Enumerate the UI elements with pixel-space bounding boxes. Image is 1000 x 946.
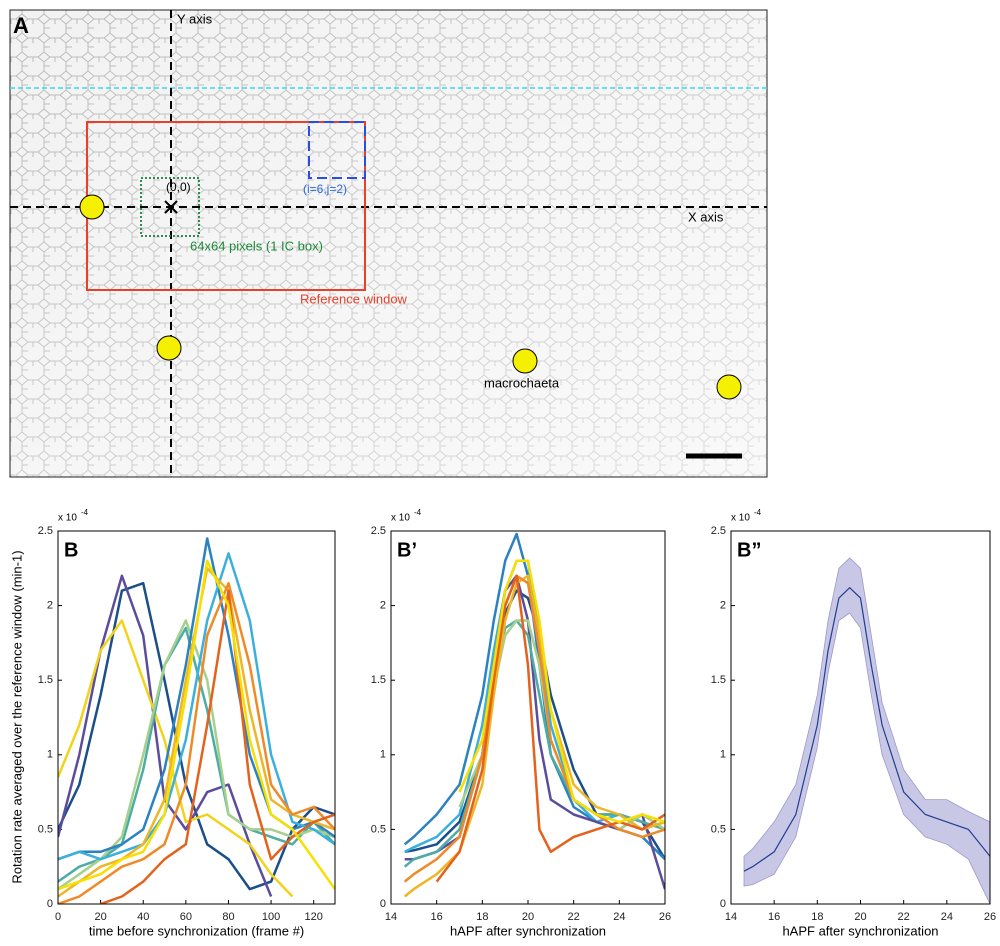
- x-tick-label: 18: [811, 911, 823, 923]
- panel-a: A Y axis X axis (0,0) (i=6,j=2) 64x64 pi…: [9, 9, 768, 478]
- y-tick-label: 2.5: [371, 525, 386, 537]
- y-tick-label: 1: [720, 749, 726, 761]
- x-tick-label: 120: [305, 911, 323, 923]
- macrochaeta-dot: [716, 374, 742, 400]
- series-line: [58, 619, 335, 891]
- x-tick-label: 80: [222, 911, 234, 923]
- y-multiplier-exponent: -4: [754, 508, 762, 517]
- x-tick-label: 20: [522, 911, 534, 923]
- plot-frame: [390, 530, 666, 905]
- ic-box-example: [308, 121, 366, 179]
- x-tick-label: 16: [768, 911, 780, 923]
- y-tick-label: 0: [380, 898, 386, 910]
- origin-label: (0,0): [166, 180, 191, 194]
- y-multiplier: x 10: [731, 513, 750, 524]
- series-line: [58, 567, 335, 898]
- panel-label: B”: [737, 539, 761, 561]
- x-axis-title: time before synchronization (frame #): [89, 923, 304, 938]
- panel-label: B: [64, 539, 78, 561]
- y-tick-label: 2: [720, 600, 726, 612]
- y-tick-label: 2: [47, 600, 53, 612]
- x-tick-label: 14: [725, 911, 737, 923]
- x-tick-label: 20: [854, 911, 866, 923]
- y-tick-label: 2.5: [38, 525, 53, 537]
- macrochaeta-label: macrochaeta: [484, 375, 560, 390]
- x-tick-label: 16: [431, 911, 443, 923]
- plot-area: [743, 557, 990, 904]
- x-tick-label: 22: [568, 911, 580, 923]
- panel-label: B’: [397, 539, 417, 561]
- x-tick-label: 100: [262, 911, 280, 923]
- shading: [10, 10, 767, 477]
- x-axis-label: X axis: [688, 209, 724, 224]
- y-tick-label: 1: [47, 749, 53, 761]
- x-tick-label: 20: [94, 911, 106, 923]
- y-tick-label: 1: [380, 749, 386, 761]
- series-line: [58, 559, 335, 891]
- macrochaeta-dot: [156, 335, 182, 361]
- x-tick-label: 24: [613, 911, 625, 923]
- plot-frame: [57, 530, 336, 905]
- plot-area: [403, 532, 665, 898]
- series-line: [458, 559, 665, 824]
- x-axis-title: hAPF after synchronization: [782, 923, 938, 938]
- y-tick-label: 0: [47, 898, 53, 910]
- plot-area: [58, 537, 335, 904]
- x-axis-title: hAPF after synchronization: [450, 923, 606, 938]
- y-multiplier: x 10: [391, 513, 410, 524]
- box-index-label: (i=6,j=2): [303, 182, 347, 196]
- x-tick-label: 24: [941, 911, 953, 923]
- ic-box-label: 64x64 pixels (1 IC box): [190, 238, 323, 253]
- series-line: [58, 581, 335, 891]
- x-tick-label: 18: [476, 911, 488, 923]
- y-tick-label: 2.5: [711, 525, 726, 537]
- x-tick-label: 60: [180, 911, 192, 923]
- x-tick-label: 26: [984, 911, 996, 923]
- y-multiplier: x 10: [58, 513, 77, 524]
- ic-box: [140, 177, 200, 237]
- confidence-band: [743, 557, 990, 904]
- y-multiplier-exponent: -4: [414, 508, 422, 517]
- x-tick-label: 0: [55, 911, 61, 923]
- y-tick-label: 0.5: [38, 823, 53, 835]
- panel-label: A: [13, 13, 29, 38]
- origin-cross: [164, 200, 178, 214]
- y-multiplier-exponent: -4: [81, 508, 89, 517]
- reference-window-label: Reference window: [300, 291, 408, 306]
- x-tick-label: 26: [659, 911, 671, 923]
- macrochaeta-dot: [79, 194, 105, 220]
- y-tick-label: 0: [720, 898, 726, 910]
- y-tick-label: 2: [380, 600, 386, 612]
- mean-line: [743, 586, 990, 872]
- series-line: [404, 559, 665, 853]
- series-line: [403, 574, 665, 883]
- plot-frame: [730, 530, 991, 905]
- y-tick-label: 1.5: [38, 674, 53, 686]
- macrochaeta-dot: [512, 348, 538, 374]
- y-tick-label: 1.5: [711, 674, 726, 686]
- y-tick-label: 1.5: [371, 674, 386, 686]
- x-tick-label: 22: [898, 911, 910, 923]
- series-line: [435, 574, 665, 883]
- x-tick-label: 14: [385, 911, 397, 923]
- y-axis-title: Rotation rate averaged over the referenc…: [9, 550, 24, 883]
- x-tick-label: 40: [137, 911, 149, 923]
- y-axis-label: Y axis: [177, 11, 213, 26]
- y-tick-label: 0.5: [371, 823, 386, 835]
- series-line: [58, 581, 335, 904]
- series-line: [58, 626, 335, 883]
- frame: [9, 9, 768, 478]
- y-tick-label: 0.5: [711, 823, 726, 835]
